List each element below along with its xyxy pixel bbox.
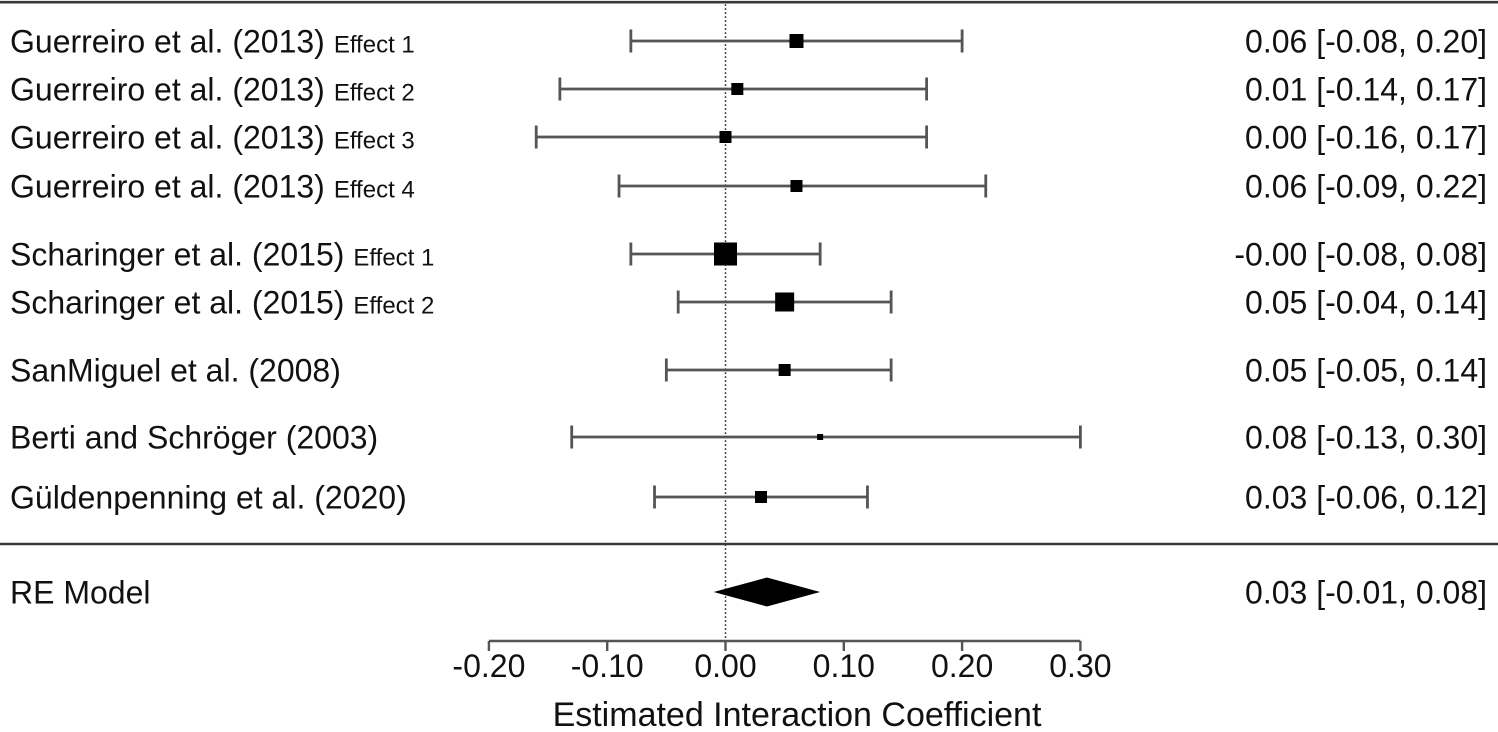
study-label-text: Güldenpenning et al. (2020)	[10, 480, 407, 516]
summary-label: RE Model	[10, 575, 151, 611]
point-estimate-marker	[714, 242, 737, 266]
effect-value: 0.05 [-0.05, 0.14]	[1245, 353, 1487, 389]
study-label: Guerreiro et al. (2013) Effect 4	[10, 169, 415, 205]
study-sublabel-text: Effect 1	[334, 32, 415, 59]
study-label-text: Guerreiro et al. (2013)	[10, 24, 325, 60]
study-sublabel-text: Effect 4	[334, 177, 415, 204]
study-label-text: Guerreiro et al. (2013)	[10, 120, 325, 156]
point-estimate-marker	[754, 491, 767, 503]
study-sublabel-text: Effect 3	[334, 128, 415, 155]
effect-value: 0.03 [-0.06, 0.12]	[1245, 480, 1487, 516]
point-estimate-marker	[817, 434, 824, 440]
effect-value: -0.00 [-0.08, 0.08]	[1234, 237, 1487, 273]
effect-value: 0.01 [-0.14, 0.17]	[1245, 72, 1487, 108]
study-label: Guerreiro et al. (2013) Effect 1	[10, 24, 415, 60]
study-sublabel-text: Effect 2	[334, 80, 415, 107]
study-label-text: Guerreiro et al. (2013)	[10, 169, 325, 205]
x-tick-label: 0.30	[1049, 648, 1111, 684]
point-estimate-marker	[789, 34, 804, 48]
point-estimate-marker	[731, 83, 744, 95]
x-axis-title: Estimated Interaction Coefficient	[553, 696, 1042, 732]
x-tick-label: 0.20	[931, 648, 993, 684]
effect-value: 0.06 [-0.08, 0.20]	[1245, 24, 1487, 60]
study-label-text: Scharinger et al. (2015)	[10, 285, 344, 321]
summary-diamond	[713, 577, 821, 607]
study-label: Berti and Schröger (2003)	[10, 420, 378, 456]
study-sublabel-text: Effect 1	[353, 245, 434, 272]
study-label-text: Scharinger et al. (2015)	[10, 237, 344, 273]
effect-value: 0.05 [-0.04, 0.14]	[1245, 285, 1487, 321]
summary-value: 0.03 [-0.01, 0.08]	[1245, 575, 1487, 611]
point-estimate-marker	[719, 131, 732, 143]
study-label: Scharinger et al. (2015) Effect 2	[10, 285, 434, 321]
x-tick-label: 0.10	[813, 648, 875, 684]
study-label: Guerreiro et al. (2013) Effect 2	[10, 72, 415, 108]
study-label: Scharinger et al. (2015) Effect 1	[10, 237, 434, 273]
study-label-text: Guerreiro et al. (2013)	[10, 72, 325, 108]
study-label: SanMiguel et al. (2008)	[10, 353, 341, 389]
study-label: Güldenpenning et al. (2020)	[10, 480, 407, 516]
effect-value: 0.08 [-0.13, 0.30]	[1245, 420, 1487, 456]
effect-value: 0.06 [-0.09, 0.22]	[1245, 169, 1487, 205]
x-tick-label: 0.00	[694, 648, 756, 684]
point-estimate-marker	[775, 292, 795, 312]
study-label: Guerreiro et al. (2013) Effect 3	[10, 120, 415, 156]
x-tick-label: -0.20	[452, 648, 525, 684]
study-label-text: SanMiguel et al. (2008)	[10, 353, 341, 389]
study-sublabel-text: Effect 2	[353, 293, 434, 320]
effect-value: 0.00 [-0.16, 0.17]	[1245, 120, 1487, 156]
x-tick-label: -0.10	[571, 648, 644, 684]
study-label-text: Berti and Schröger (2003)	[10, 420, 378, 456]
point-estimate-marker	[778, 364, 791, 376]
point-estimate-marker	[790, 180, 803, 192]
